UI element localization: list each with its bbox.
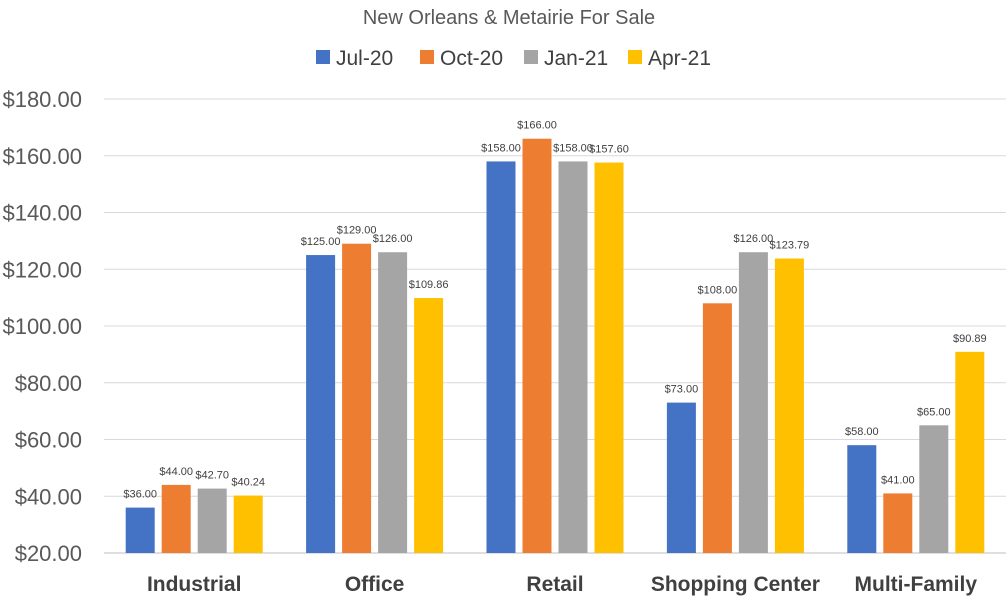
x-tick-label: Industrial <box>147 573 242 596</box>
data-label: $73.00 <box>665 384 699 396</box>
legend-label: Oct-20 <box>440 47 503 70</box>
bar-jan-21 <box>197 488 227 553</box>
data-label: $158.00 <box>481 142 521 154</box>
y-tick-label: $140.00 <box>2 201 82 226</box>
bar-jan-21 <box>378 252 408 553</box>
data-label: $36.00 <box>123 489 157 501</box>
data-label: $126.00 <box>373 233 413 245</box>
data-label: $109.86 <box>409 279 449 291</box>
x-tick-label: Shopping Center <box>651 573 820 596</box>
data-label: $125.00 <box>301 236 341 248</box>
bar-apr-21 <box>774 258 804 553</box>
bar-jul-20 <box>306 255 336 553</box>
data-label: $44.00 <box>159 466 193 478</box>
data-label: $90.89 <box>953 333 987 345</box>
legend-label: Jan-21 <box>544 47 608 70</box>
y-axis-ticks: $20.00 $40.00 $60.00 $80.00 $100.00 $120.00 $1… <box>2 87 82 566</box>
legend-swatch <box>628 50 642 64</box>
y-tick-label: $160.00 <box>2 144 82 169</box>
legend-swatch <box>420 50 434 64</box>
data-label: $166.00 <box>517 120 557 132</box>
bar-oct-20 <box>883 493 913 553</box>
bar-jul-20 <box>486 161 516 554</box>
bar-oct-20 <box>522 138 552 553</box>
y-tick-label: $100.00 <box>2 314 82 339</box>
y-tick-label: $80.00 <box>15 371 82 396</box>
legend-swatch <box>316 50 330 64</box>
y-tick-label: $20.00 <box>15 541 82 566</box>
bar-jul-20 <box>125 507 155 553</box>
legend-swatch <box>524 50 538 64</box>
bar-oct-20 <box>342 243 372 553</box>
data-label: $157.60 <box>589 144 629 156</box>
bar-oct-20 <box>161 484 191 553</box>
bar-apr-21 <box>594 162 624 553</box>
x-tick-label: Retail <box>526 573 583 596</box>
y-tick-label: $60.00 <box>15 428 82 453</box>
y-tick-label: $40.00 <box>15 484 82 509</box>
data-label: $126.00 <box>734 233 774 245</box>
data-label: $65.00 <box>917 406 951 418</box>
bar-apr-21 <box>414 298 444 553</box>
data-label: $158.00 <box>553 142 593 154</box>
data-labels: $36.00$44.00 $42.70$40.24$125.00$129.00$1… <box>123 120 986 501</box>
legend: Jul-20 Oct-20 Jan-21 Apr-21 <box>316 47 711 70</box>
chart-title: New Orleans & Metairie For Sale <box>363 7 655 29</box>
data-label: $40.24 <box>231 477 265 489</box>
y-tick-label: $180.00 <box>2 87 82 112</box>
data-label: $42.70 <box>195 470 229 482</box>
x-axis-ticks: Industrial Office Retail Shopping Center Mul… <box>147 573 977 596</box>
bar-apr-21 <box>955 351 985 553</box>
data-label: $41.00 <box>881 474 915 486</box>
data-label: $123.79 <box>770 239 810 251</box>
bar-jan-21 <box>738 252 768 553</box>
data-label: $108.00 <box>698 284 738 296</box>
bars <box>125 138 985 554</box>
y-tick-label: $120.00 <box>2 257 82 282</box>
data-label: $58.00 <box>845 426 879 438</box>
bar-jan-21 <box>919 425 949 553</box>
legend-label: Jul-20 <box>336 47 393 70</box>
bar-apr-21 <box>233 495 263 553</box>
bar-oct-20 <box>702 303 732 553</box>
bar-jan-21 <box>558 161 588 554</box>
bar-jul-20 <box>847 445 877 553</box>
legend-label: Apr-21 <box>648 47 711 70</box>
data-label: $129.00 <box>337 225 377 237</box>
x-tick-label: Office <box>345 573 405 596</box>
bar-jul-20 <box>666 402 696 553</box>
x-tick-label: Multi-Family <box>855 573 978 596</box>
